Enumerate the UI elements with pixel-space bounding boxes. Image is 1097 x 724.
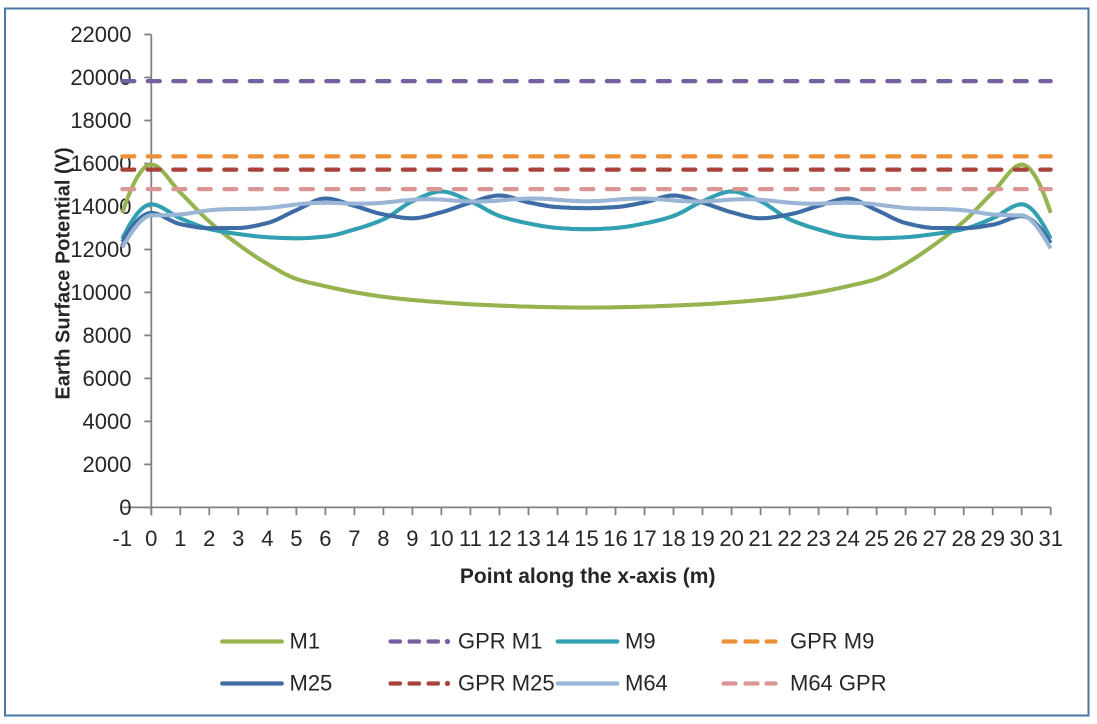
svg-text:28: 28 <box>951 526 975 551</box>
svg-text:23: 23 <box>806 526 830 551</box>
svg-text:12: 12 <box>487 526 511 551</box>
svg-text:M1: M1 <box>290 629 321 654</box>
svg-text:8000: 8000 <box>83 323 132 348</box>
svg-text:GPR M1: GPR M1 <box>458 629 542 654</box>
svg-text:GPR M9: GPR M9 <box>790 629 874 654</box>
svg-text:-1: -1 <box>113 526 133 551</box>
svg-text:20: 20 <box>719 526 743 551</box>
svg-text:10000: 10000 <box>70 280 131 305</box>
svg-text:22000: 22000 <box>70 22 131 47</box>
svg-text:6000: 6000 <box>83 366 132 391</box>
svg-text:1: 1 <box>174 526 186 551</box>
svg-text:31: 31 <box>1038 526 1062 551</box>
svg-text:16: 16 <box>603 526 627 551</box>
svg-text:10: 10 <box>429 526 453 551</box>
svg-text:14000: 14000 <box>70 194 131 219</box>
svg-text:Earth Surface Potential (V): Earth Surface Potential (V) <box>53 147 75 399</box>
svg-text:18000: 18000 <box>70 108 131 133</box>
svg-text:24: 24 <box>835 526 859 551</box>
svg-text:21: 21 <box>748 526 772 551</box>
svg-text:0: 0 <box>119 495 131 520</box>
svg-text:7: 7 <box>348 526 360 551</box>
svg-text:Point along the x-axis (m): Point along the x-axis (m) <box>460 565 716 588</box>
svg-text:18: 18 <box>661 526 685 551</box>
svg-text:0: 0 <box>145 526 157 551</box>
svg-text:26: 26 <box>893 526 917 551</box>
svg-text:30: 30 <box>1009 526 1033 551</box>
svg-text:27: 27 <box>922 526 946 551</box>
svg-text:4000: 4000 <box>83 409 132 434</box>
svg-text:6: 6 <box>319 526 331 551</box>
svg-text:29: 29 <box>980 526 1004 551</box>
svg-text:GPR M25: GPR M25 <box>458 671 555 696</box>
svg-text:11: 11 <box>459 526 482 551</box>
svg-text:8: 8 <box>377 526 389 551</box>
svg-text:2: 2 <box>203 526 215 551</box>
svg-text:22: 22 <box>777 526 801 551</box>
svg-text:M25: M25 <box>290 671 333 696</box>
svg-text:2000: 2000 <box>83 452 132 477</box>
svg-text:15: 15 <box>574 526 598 551</box>
svg-text:17: 17 <box>632 526 656 551</box>
svg-text:M9: M9 <box>625 629 656 654</box>
svg-text:20000: 20000 <box>70 65 131 90</box>
svg-text:M64 GPR: M64 GPR <box>790 671 887 696</box>
svg-text:5: 5 <box>290 526 302 551</box>
svg-text:4: 4 <box>261 526 273 551</box>
svg-text:3: 3 <box>232 526 244 551</box>
svg-text:13: 13 <box>516 526 540 551</box>
svg-text:19: 19 <box>690 526 714 551</box>
svg-text:M64: M64 <box>625 671 668 696</box>
svg-text:25: 25 <box>864 526 888 551</box>
svg-text:14: 14 <box>545 526 569 551</box>
svg-text:9: 9 <box>406 526 418 551</box>
